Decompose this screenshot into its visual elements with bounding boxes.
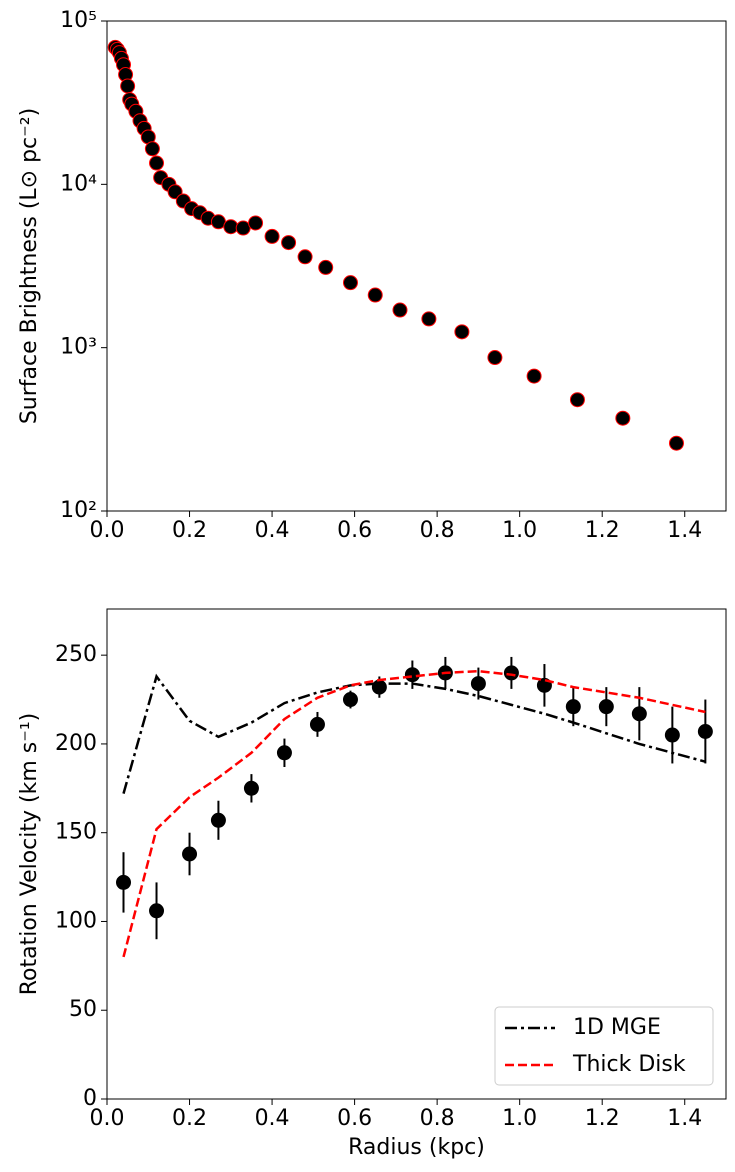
- x-tick-label: 1.0: [502, 1106, 537, 1131]
- legend-label: Thick Disk: [572, 1052, 686, 1077]
- x-tick-label: 0.4: [255, 518, 290, 543]
- point: [487, 350, 503, 366]
- y-tick-label: 10⁴: [60, 171, 97, 196]
- x-tick-label: 0.6: [337, 518, 372, 543]
- point: [615, 410, 631, 426]
- point: [276, 745, 292, 761]
- point: [392, 302, 408, 318]
- point: [598, 699, 614, 715]
- point: [631, 706, 647, 722]
- x-tick-label: 0.0: [90, 518, 125, 543]
- y-tick-label: 0: [83, 1086, 97, 1111]
- axes-frame: [106, 20, 727, 512]
- x-tick-label: 0.4: [255, 1106, 290, 1131]
- point: [248, 215, 264, 231]
- x-axis-label: Radius (kpc): [348, 1135, 485, 1160]
- point: [264, 228, 280, 244]
- point: [454, 324, 470, 340]
- y-tick-label: 250: [55, 642, 97, 667]
- axes-frame: [106, 608, 727, 1100]
- x-tick-label: 1.2: [585, 1106, 620, 1131]
- point: [116, 874, 132, 890]
- y-tick-label: 10³: [60, 335, 97, 360]
- x-tick-label: 0.2: [172, 1106, 207, 1131]
- x-tick-label: 0.2: [172, 518, 207, 543]
- point: [342, 275, 358, 291]
- point: [297, 249, 313, 265]
- point: [421, 311, 437, 327]
- legend-label: 1D MGE: [573, 1015, 661, 1040]
- point: [144, 141, 160, 157]
- y-tick-label: 10⁵: [60, 8, 97, 33]
- point: [243, 780, 259, 796]
- point: [210, 812, 226, 828]
- line: [122, 673, 706, 794]
- y-axis-label: Surface Brightness (L⊙ pc⁻²): [17, 108, 42, 424]
- point: [318, 259, 334, 275]
- y-tick-label: 150: [55, 820, 97, 845]
- point: [182, 846, 198, 862]
- x-tick-label: 1.4: [667, 518, 702, 543]
- x-tick-label: 0.6: [337, 1106, 372, 1131]
- y-tick-label: 10²: [60, 498, 97, 523]
- point: [149, 903, 165, 919]
- point: [309, 716, 325, 732]
- point: [697, 724, 713, 739]
- point: [668, 435, 684, 451]
- point: [371, 679, 387, 695]
- x-tick-label: 0.8: [420, 1106, 455, 1131]
- point: [342, 692, 358, 708]
- y-tick-label: 200: [55, 731, 97, 756]
- x-tick-label: 1.4: [667, 1106, 702, 1131]
- y-tick-label: 50: [69, 997, 97, 1022]
- x-tick-label: 1.2: [585, 518, 620, 543]
- point: [367, 287, 383, 303]
- point: [664, 727, 680, 743]
- point: [223, 219, 239, 235]
- point: [526, 368, 542, 384]
- point: [569, 392, 585, 408]
- x-tick-label: 0.8: [420, 518, 455, 543]
- point: [503, 665, 519, 681]
- point: [149, 155, 165, 171]
- point: [565, 699, 581, 715]
- x-tick-label: 1.0: [502, 518, 537, 543]
- line: [122, 669, 706, 958]
- point: [470, 676, 486, 692]
- y-tick-label: 100: [55, 908, 97, 933]
- point: [281, 235, 297, 251]
- point: [120, 78, 136, 94]
- y-axis-label: Rotation Velocity (km s⁻¹): [17, 713, 42, 996]
- x-tick-label: 0.0: [90, 1106, 125, 1131]
